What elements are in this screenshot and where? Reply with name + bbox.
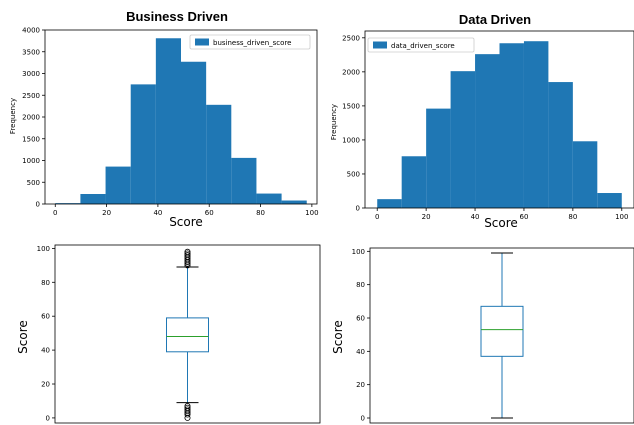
chart4-y-tick-label: 0 (361, 415, 365, 423)
chart1-bar (55, 203, 81, 204)
chart1-y-tick-label: 500 (27, 179, 40, 187)
chart4-y-tick-label: 20 (356, 381, 365, 389)
chart2-y-tick-label: 1000 (342, 136, 360, 144)
chart4-y-axis-label: Score (331, 320, 345, 354)
chart2-y-tick-label: 0 (356, 205, 360, 213)
chart3-frame (54, 244, 321, 424)
chart1-y-tick-label: 2500 (22, 92, 40, 100)
chart1-y-tick-label: 2000 (22, 114, 40, 122)
chart2-x-axis-label: Score (484, 216, 518, 230)
chart4-y-tick-label: 40 (356, 348, 365, 356)
chart2-legend-label: data_driven_score (391, 42, 455, 50)
chart3-y-axis-label: Score (16, 320, 30, 354)
chart2-bar (377, 199, 402, 208)
chart1-legend-label: business_driven_score (213, 39, 291, 47)
chart1-y-tick-label: 0 (36, 201, 40, 209)
chart2-bar (597, 193, 622, 208)
chart2-x-tick-label: 20 (422, 213, 431, 221)
chart4-y-tick-label: 80 (356, 281, 365, 289)
chart2-bar (548, 82, 573, 208)
chart1-y-tick-label: 1000 (22, 157, 40, 165)
chart1-x-axis-label: Score (169, 215, 203, 229)
chart2-y-axis-label: Frequency (330, 104, 338, 140)
chart3-y-tick-label: 80 (41, 279, 50, 287)
chart1-y-tick-label: 3500 (22, 48, 40, 56)
chart1-legend-box (189, 34, 311, 50)
chart2-y-tick-label: 2000 (342, 68, 360, 76)
chart1-y-axis-label: Frequency (9, 98, 17, 134)
chart1-bar (256, 193, 282, 204)
chart2-x-tick-label: 60 (519, 213, 528, 221)
chart4-y-tick-label: 60 (356, 315, 365, 323)
chart2-x-tick-label: 80 (568, 213, 577, 221)
chart1-bar (155, 38, 181, 205)
chart3-outlier (184, 404, 191, 411)
chart1-x-tick-label: 60 (205, 209, 214, 217)
chart3-y-tick-label: 100 (37, 245, 50, 253)
chart1-frame (44, 29, 318, 205)
chart4-frame (369, 247, 634, 424)
chart1-bar (231, 157, 257, 204)
chart3-outlier (184, 406, 191, 413)
chart1-bar (281, 200, 307, 204)
chart1-x-tick-label: 40 (153, 209, 162, 217)
chart3-outlier (184, 248, 191, 255)
chart3-y-tick-label: 0 (46, 414, 50, 422)
chart2-legend-box (367, 37, 475, 53)
chart3-outlier (184, 403, 191, 410)
chart2-x-tick-label: 100 (615, 213, 628, 221)
chart2-x-tick-label: 40 (471, 213, 480, 221)
chart3-y-tick-label: 60 (41, 313, 50, 321)
chart3-outlier (184, 250, 191, 257)
chart2-bar (426, 108, 451, 208)
chart2-bar (572, 141, 598, 208)
chart2-x-tick-label: 0 (375, 213, 379, 221)
chart2-bar (523, 41, 549, 209)
chart1-y-tick-label: 3000 (22, 70, 40, 78)
chart4-y-tick-label: 100 (352, 248, 365, 256)
chart1-bar (105, 166, 131, 204)
chart2-bar (499, 43, 524, 208)
chart3-outlier (184, 252, 191, 259)
chart1-y-tick-label: 1500 (22, 135, 40, 143)
chart3-y-tick-label: 20 (41, 381, 50, 389)
chart1-bar (181, 61, 207, 204)
chart4-box (480, 305, 524, 357)
chart2-bar (401, 156, 427, 208)
chart2-title: Data Driven (459, 12, 531, 27)
chart1-bar (80, 194, 106, 204)
chart2-legend-swatch (373, 41, 387, 49)
chart1-x-tick-label: 100 (305, 209, 318, 217)
chart2-y-tick-label: 500 (347, 170, 360, 178)
chart1-title: Business Driven (126, 9, 228, 24)
chart1-x-tick-label: 0 (53, 209, 57, 217)
chart2-y-tick-label: 2500 (342, 34, 360, 42)
chart3-y-tick-label: 40 (41, 347, 50, 355)
chart2-bar (475, 54, 500, 209)
chart2-bar (450, 71, 476, 208)
chart1-bar (206, 104, 232, 204)
chart1-x-tick-label: 80 (256, 209, 265, 217)
chart1-bar (130, 84, 156, 205)
chart1-x-tick-label: 20 (102, 209, 111, 217)
chart1-y-tick-label: 4000 (22, 27, 40, 35)
chart3-box (166, 317, 209, 353)
chart2-y-tick-label: 1500 (342, 102, 360, 110)
chart2-frame (364, 30, 634, 209)
chart1-legend-swatch (195, 38, 209, 46)
